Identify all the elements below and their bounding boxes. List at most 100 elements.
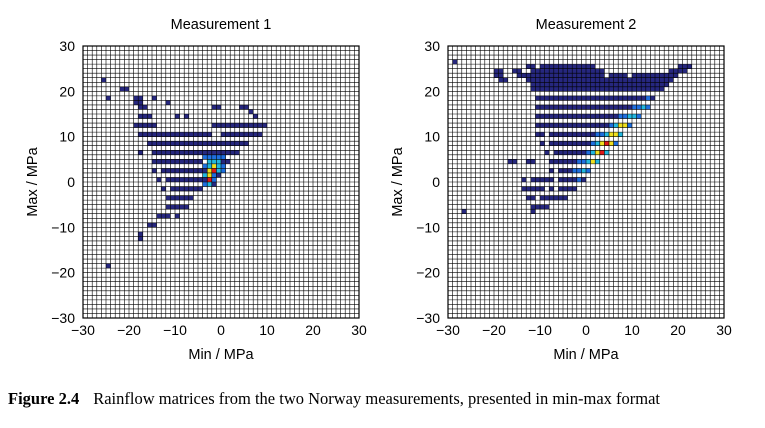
heatmap-cell <box>572 159 577 164</box>
heatmap-cell <box>234 141 240 146</box>
heatmap-cell <box>641 77 646 83</box>
heatmap-cell <box>184 150 189 155</box>
heatmap-cell <box>188 177 194 182</box>
heatmap-cell <box>540 82 545 87</box>
heatmap-cell <box>239 132 244 137</box>
heatmap-cell <box>544 204 550 210</box>
heatmap-cell <box>581 123 586 128</box>
heatmap-cell <box>659 86 665 92</box>
heatmap-cell <box>581 132 586 137</box>
heatmap-cell <box>572 104 577 110</box>
heatmap-cell <box>622 77 628 83</box>
heatmap-cell <box>179 204 185 210</box>
heatmap-cell <box>198 132 203 137</box>
heatmap-cell <box>152 150 157 155</box>
heatmap-cell <box>558 150 563 155</box>
heatmap-cell <box>567 159 573 164</box>
heatmap-cell <box>581 159 586 164</box>
heatmap-cell <box>540 77 545 83</box>
heatmap-cell <box>161 186 166 192</box>
heatmap-cell <box>498 73 504 78</box>
heatmap-cell <box>535 77 540 83</box>
heatmap-cell <box>188 168 194 173</box>
heatmap-cell <box>581 141 586 146</box>
heatmap-cell <box>650 73 655 78</box>
heatmap-cell <box>549 73 554 78</box>
heatmap-cell <box>581 168 586 173</box>
heatmap-cell <box>650 82 655 87</box>
heatmap-cell <box>193 177 198 182</box>
heatmap-cell <box>586 168 591 173</box>
heatmap-cell <box>133 95 139 101</box>
heatmap-cell <box>184 168 189 173</box>
heatmap-cell <box>586 68 591 74</box>
heatmap-cell <box>586 104 591 110</box>
heatmap-cell <box>142 132 148 137</box>
heatmap-cell <box>553 150 559 155</box>
heatmap-cell <box>645 82 651 87</box>
heatmap-cell <box>549 86 554 92</box>
heatmap-cell <box>650 86 655 92</box>
heatmap-cell <box>549 82 554 87</box>
heatmap-cell <box>498 77 504 83</box>
heatmap-cell <box>517 73 522 78</box>
heatmap-cell <box>622 123 628 128</box>
heatmap-cell <box>202 150 208 155</box>
x-tick-label: −10 <box>163 322 187 338</box>
heatmap-cell <box>650 77 655 83</box>
y-tick-label: −10 <box>51 219 75 235</box>
chart-title: Measurement 1 <box>171 17 272 33</box>
heatmap-cell <box>544 68 550 74</box>
heatmap-cell <box>225 159 231 164</box>
x-tick-label: 10 <box>259 322 275 338</box>
heatmap-cell <box>609 141 614 146</box>
heatmap-cell <box>535 123 540 128</box>
heatmap-cell <box>558 95 563 101</box>
heatmap-cell <box>599 123 605 128</box>
heatmap-cell <box>170 177 175 182</box>
heatmap-cell <box>221 159 226 164</box>
heatmap-cell <box>198 186 203 192</box>
y-tick-label: 0 <box>67 174 75 190</box>
heatmap-cell <box>553 195 559 201</box>
heatmap-cell <box>618 95 623 101</box>
heatmap-cell <box>133 123 139 128</box>
heatmap-cell <box>544 177 550 182</box>
heatmap-cell <box>622 95 628 101</box>
heatmap-cell <box>549 168 554 173</box>
heatmap-cell <box>244 123 249 128</box>
heatmap-cell <box>618 77 623 83</box>
heatmap-cell <box>207 168 212 173</box>
heatmap-cell <box>567 64 573 69</box>
x-tick-label: 30 <box>351 322 367 338</box>
heatmap-cell <box>567 73 573 78</box>
heatmap-cell <box>253 114 258 119</box>
heatmap-cell <box>221 141 226 146</box>
heatmap-cell <box>535 114 540 119</box>
heatmap-cell <box>576 159 582 164</box>
y-tick-label: 20 <box>424 83 440 99</box>
heatmap-cell <box>673 68 678 74</box>
heatmap-cell <box>567 95 573 101</box>
heatmap-cell <box>239 104 244 110</box>
heatmap-cell <box>687 64 692 69</box>
heatmap-cell <box>207 141 212 146</box>
heatmap-cell <box>184 186 189 192</box>
heatmap-cell <box>526 77 531 83</box>
y-tick-label: −20 <box>416 265 440 281</box>
heatmap-cell <box>202 163 208 169</box>
heatmap-cell <box>535 73 540 78</box>
heatmap-cell <box>595 104 600 110</box>
heatmap-cell <box>590 104 596 110</box>
heatmap-cell <box>655 86 660 92</box>
heatmap-cell <box>193 132 198 137</box>
y-tick-label: −30 <box>416 310 440 326</box>
heatmap-cell <box>512 159 517 164</box>
heatmap-cell <box>553 77 559 83</box>
heatmap-cell <box>595 141 600 146</box>
heatmap-cell <box>553 73 559 78</box>
heatmap-cell <box>572 68 577 74</box>
heatmap-cell <box>613 104 619 110</box>
heatmap-cell <box>225 141 231 146</box>
heatmap-cell <box>595 132 600 137</box>
